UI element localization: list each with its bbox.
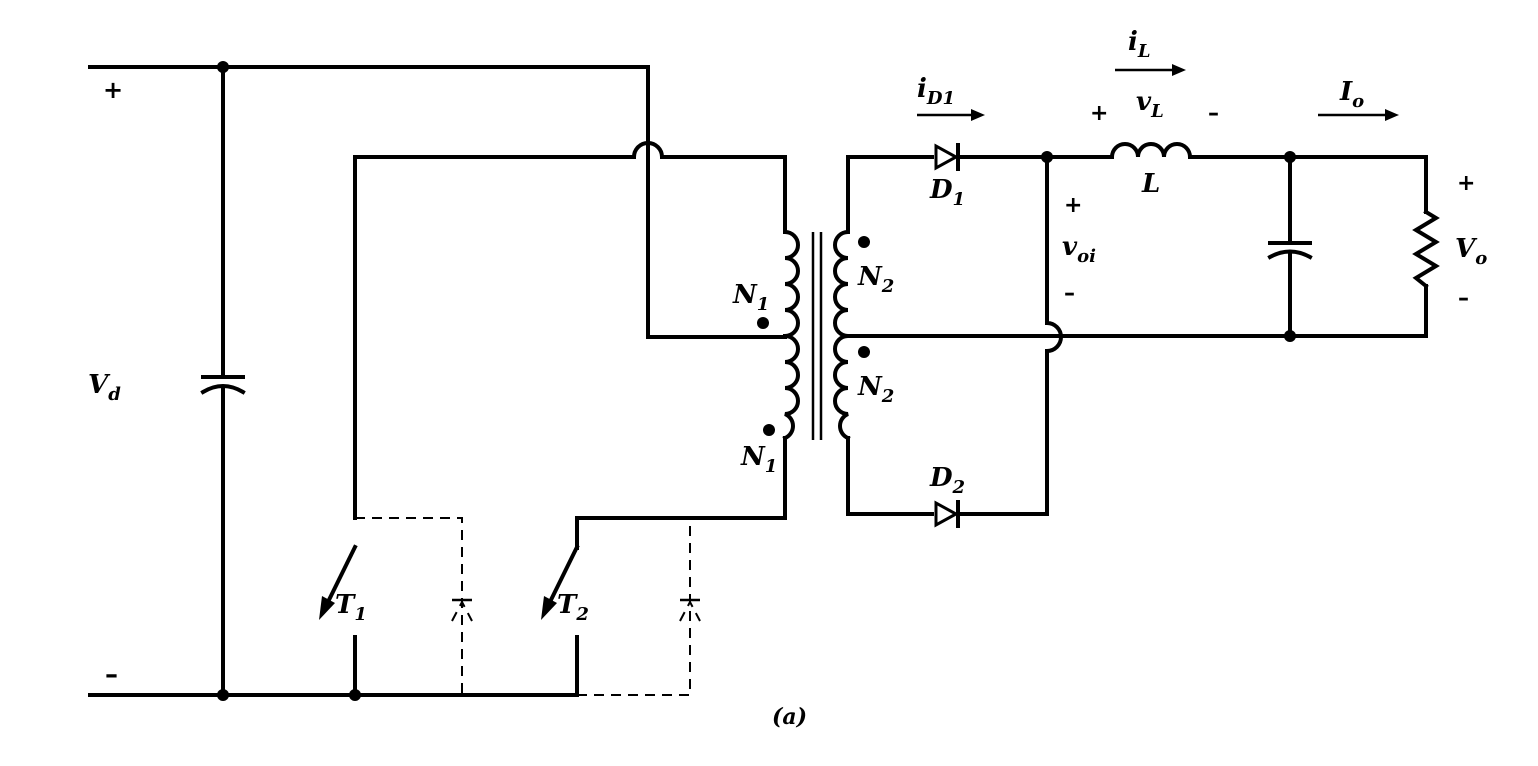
- t1-label: T1: [335, 590, 367, 625]
- id1-label: iD1: [917, 74, 955, 109]
- d1-label: D1: [929, 175, 965, 210]
- t1-primary-wire: [353, 141, 787, 520]
- transformer-core: [811, 232, 823, 440]
- primary-winding-top-icon: [782, 229, 800, 339]
- output-top-wire: [1188, 155, 1428, 214]
- vd-plus-label: +: [103, 76, 123, 104]
- output-capacitor: [1267, 241, 1313, 260]
- id1-arrow: [917, 109, 985, 121]
- vd-minus-label: –: [105, 660, 118, 690]
- n1-bottom-label: N1: [740, 442, 777, 477]
- secondary-winding-top-icon: [833, 229, 851, 339]
- secondary-return-wire: [846, 284, 1428, 338]
- voi-label: voi: [1062, 232, 1096, 267]
- inductor-l-icon: [1109, 142, 1193, 160]
- junction-dot: [217, 61, 229, 73]
- polarity-dot: [757, 317, 769, 329]
- voi-plus-label: +: [1064, 193, 1082, 218]
- secondary-top-wire: [846, 155, 934, 234]
- vo-minus-label: –: [1458, 286, 1469, 311]
- switch-t2-icon: [541, 544, 580, 620]
- t2-antiparallel-diode-path: [577, 518, 691, 696]
- il-arrow: [1115, 64, 1186, 76]
- n1-top-label: N1: [732, 280, 769, 315]
- d2-output-wire: [958, 155, 1063, 516]
- figure-caption: (a): [772, 704, 807, 730]
- junction-dot: [217, 689, 229, 701]
- il-label: iL: [1128, 27, 1151, 62]
- d2-label: D2: [929, 463, 965, 498]
- top-supply-rail: [88, 65, 650, 145]
- junction-dot: [1041, 151, 1053, 163]
- vl-plus-label: +: [1090, 101, 1108, 126]
- io-label: Io: [1339, 77, 1364, 112]
- vo-label: Vo: [1455, 234, 1487, 269]
- t2-primary-wire: [575, 436, 787, 550]
- vl-minus-label: –: [1208, 101, 1219, 126]
- primary-winding-bottom-icon: [782, 333, 800, 441]
- t1-antiparallel-diode-icon: [451, 598, 473, 622]
- n2-top-label: N2: [857, 262, 894, 297]
- secondary-winding-bottom-icon: [833, 333, 851, 441]
- input-capacitor: [200, 375, 246, 395]
- n2-bottom-label: N2: [857, 372, 894, 407]
- vd-label: Vd: [88, 370, 121, 405]
- vl-label: vL: [1136, 87, 1164, 122]
- diode-d1-icon: [934, 143, 960, 171]
- polarity-dot: [763, 424, 775, 436]
- load-resistor-icon: [1412, 209, 1440, 289]
- polarity-dot: [858, 346, 870, 358]
- voi-minus-label: –: [1064, 281, 1075, 306]
- t2-label: T2: [557, 590, 589, 625]
- l-label: L: [1141, 169, 1160, 199]
- t1-antiparallel-diode-path: [355, 517, 463, 695]
- center-tap-wire: [646, 141, 787, 339]
- t2-antiparallel-diode-icon: [679, 598, 701, 622]
- vo-plus-label: +: [1457, 171, 1475, 196]
- diode-d2-icon: [934, 500, 960, 528]
- switch-t1-icon: [319, 544, 358, 620]
- io-arrow: [1318, 109, 1399, 121]
- polarity-dot: [858, 236, 870, 248]
- secondary-bottom-wire: [846, 436, 934, 516]
